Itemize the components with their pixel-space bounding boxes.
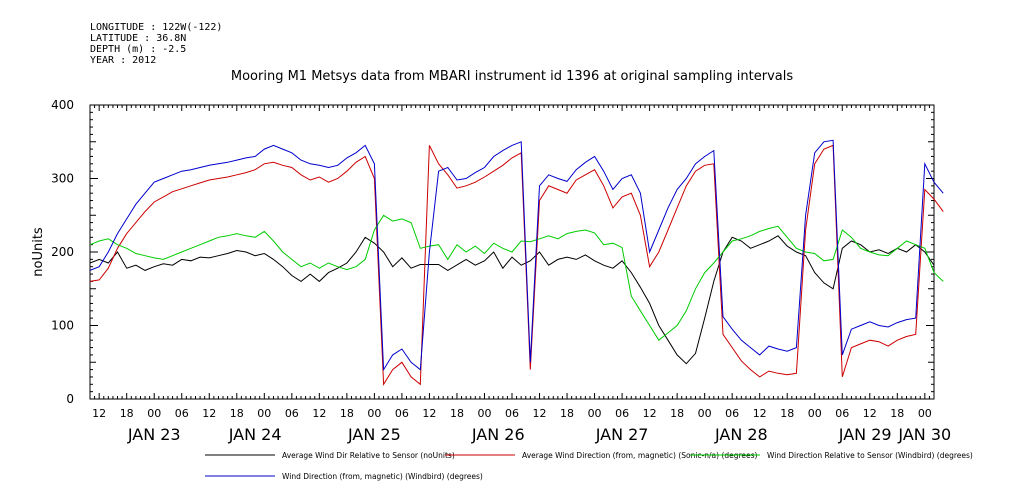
y-axis-label: noUnits	[31, 227, 46, 277]
x-hour-label: 12	[753, 407, 767, 420]
x-day-label: JAN 29	[838, 425, 892, 444]
x-hour-label: 00	[588, 407, 602, 420]
x-hour-label: 18	[340, 407, 354, 420]
longitude-line: LONGITUDE : 122W(-122)	[90, 22, 222, 33]
x-hour-label: 12	[92, 407, 106, 420]
x-hour-label: 18	[230, 407, 244, 420]
x-hour-label: 18	[780, 407, 794, 420]
x-hour-label: 06	[725, 407, 739, 420]
x-day-label: JAN 27	[595, 425, 649, 444]
x-hour-label: 12	[312, 407, 326, 420]
x-hour-label: 18	[670, 407, 684, 420]
x-hour-label: 06	[835, 407, 849, 420]
series-line-2	[89, 144, 944, 386]
chart-title: Mooring M1 Metsys data from MBARI instru…	[231, 69, 793, 84]
x-day-label: JAN 23	[127, 425, 181, 444]
series-line-1	[89, 235, 935, 365]
x-hour-label: 18	[120, 407, 134, 420]
x-hour-label: 06	[395, 407, 409, 420]
series-group	[89, 139, 944, 386]
y-tick-label: 100	[51, 319, 74, 333]
y-tick-label: 300	[51, 172, 74, 186]
year-line: YEAR : 2012	[90, 55, 156, 66]
x-hour-label: 06	[175, 407, 189, 420]
series-line-3	[89, 214, 944, 341]
metadata-block: LONGITUDE : 122W(-122) LATITUDE : 36.8N …	[90, 22, 222, 66]
x-hour-label: 00	[367, 407, 381, 420]
latitude-line: LATITUDE : 36.8N	[90, 33, 186, 44]
legend-label-3: Wind Direction Relative to Sensor (Windb…	[767, 451, 973, 460]
x-hour-label: 06	[505, 407, 519, 420]
x-day-label: JAN 28	[714, 425, 768, 444]
y-tick-label: 200	[51, 245, 74, 259]
y-tick-label: 0	[66, 392, 74, 406]
x-hour-label: 12	[422, 407, 436, 420]
x-day-label: JAN 30	[897, 425, 951, 444]
x-hour-label: 06	[285, 407, 299, 420]
x-hour-label: 12	[863, 407, 877, 420]
x-hour-label: 00	[918, 407, 932, 420]
legend-label-1: Average Wind Dir Relative to Sensor (noU…	[282, 451, 455, 460]
x-day-label: JAN 24	[228, 425, 282, 444]
x-hour-label: 12	[202, 407, 216, 420]
legend: Average Wind Dir Relative to Sensor (noU…	[205, 451, 973, 481]
x-hour-label: 00	[808, 407, 822, 420]
legend-label-2: Average Wind Direction (from, magnetic) …	[522, 451, 758, 460]
x-hour-label: 00	[147, 407, 161, 420]
depth-line: DEPTH (m) : -2.5	[90, 44, 186, 55]
x-day-label: JAN 26	[471, 425, 525, 444]
x-hour-label: 00	[257, 407, 271, 420]
x-hour-label: 18	[890, 407, 904, 420]
x-hour-label: 18	[450, 407, 464, 420]
x-hour-label: 00	[477, 407, 491, 420]
y-axis: 0 100 200 300 400	[51, 98, 934, 406]
x-hour-label: 06	[615, 407, 629, 420]
series-line-4	[89, 139, 944, 372]
x-day-label: JAN 25	[347, 425, 401, 444]
legend-label-4: Wind Direction (from, magnetic) (Windbir…	[282, 472, 483, 481]
x-hour-label: 00	[698, 407, 712, 420]
x-hour-label: 18	[560, 407, 574, 420]
y-tick-label: 400	[51, 98, 74, 112]
x-hour-label: 12	[643, 407, 657, 420]
x-axis: 12 18 00 06 12 18 00 06 12 18 00 06 12 18 00 06 12 18 00 06…	[89, 105, 951, 444]
x-hour-label: 12	[533, 407, 547, 420]
